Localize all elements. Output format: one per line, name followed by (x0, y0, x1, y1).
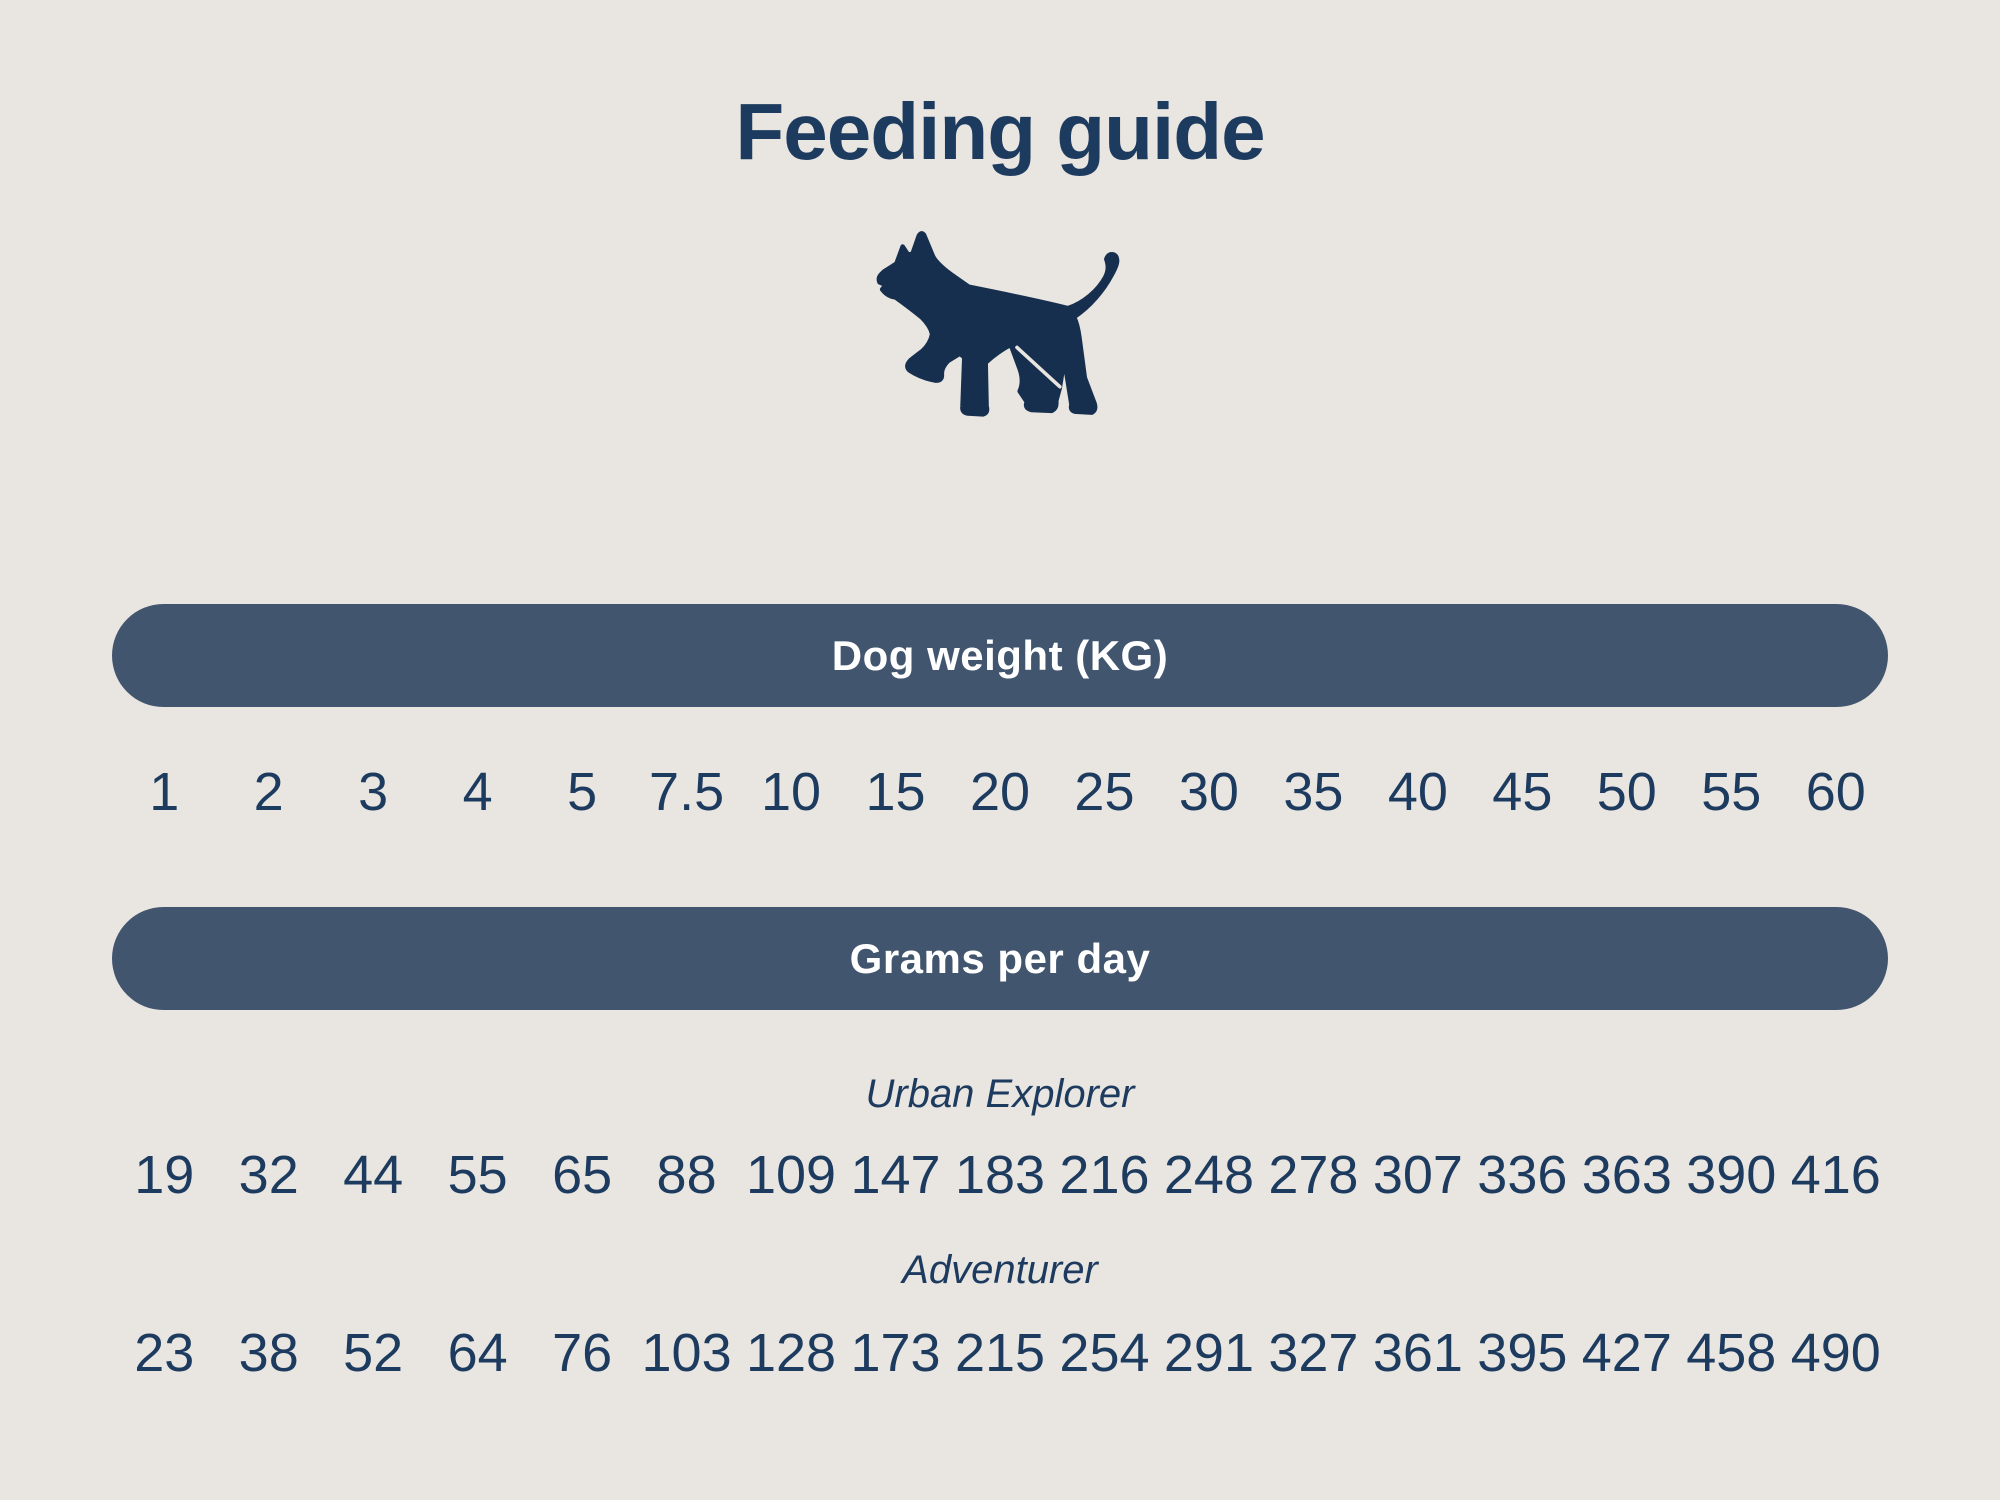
grams-value: 215 (954, 1323, 1046, 1383)
weight-value: 55 (1701, 762, 1762, 822)
weight-value: 2 (253, 762, 284, 822)
weight-value: 35 (1283, 762, 1344, 822)
grams-value: 427 (1581, 1323, 1672, 1383)
grams-value: 52 (343, 1323, 404, 1383)
grams-value: 173 (850, 1323, 941, 1383)
page-title: Feeding guide (735, 87, 1265, 176)
grams-value: 390 (1686, 1145, 1777, 1205)
grams-value: 32 (238, 1145, 299, 1205)
weights-row: 1 2 3 4 5 7.5 10 15 20 25 30 35 40 45 50… (112, 765, 1888, 819)
grams-value: 147 (850, 1145, 941, 1205)
weight-value: 50 (1596, 762, 1657, 822)
grams-value: 361 (1372, 1323, 1463, 1383)
weight-value: 20 (969, 762, 1031, 822)
series-label-urban-explorer: Urban Explorer (865, 1072, 1135, 1116)
grams-value: 76 (552, 1323, 613, 1383)
grams-value: 254 (1059, 1323, 1150, 1383)
grams-value: 19 (134, 1145, 195, 1205)
weight-value: 40 (1387, 762, 1448, 822)
grams-value: 307 (1372, 1145, 1463, 1205)
grams-value: 291 (1163, 1323, 1254, 1383)
grams-value: 88 (656, 1145, 717, 1205)
grams-value: 183 (954, 1145, 1046, 1205)
grams-value: 65 (552, 1145, 613, 1205)
grams-value: 23 (134, 1323, 195, 1383)
grams-value: 395 (1477, 1323, 1568, 1383)
weight-value: 1 (149, 762, 180, 822)
grams-value: 336 (1477, 1145, 1568, 1205)
weight-value: 45 (1492, 762, 1553, 822)
grams-value: 109 (745, 1145, 837, 1205)
urban-explorer-values-row: 19 32 44 55 65 88 109 147 183 216 248 27… (112, 1148, 1888, 1202)
weight-value: 3 (358, 762, 389, 822)
weight-value: 25 (1074, 762, 1135, 822)
weight-value: 7.5 (649, 762, 725, 822)
weight-value: 60 (1805, 762, 1866, 822)
weight-value: 5 (567, 762, 598, 822)
grams-value: 216 (1059, 1145, 1150, 1205)
grams-value: 278 (1268, 1145, 1359, 1205)
series-label-adventurer: Adventurer (902, 1248, 1098, 1292)
weight-value: 4 (462, 762, 493, 822)
grams-value: 38 (238, 1323, 299, 1383)
grams-value: 458 (1686, 1323, 1777, 1383)
adventurer-values-row: 23 38 52 64 76 103 128 173 215 254 291 3… (112, 1326, 1888, 1380)
grams-value: 248 (1163, 1145, 1254, 1205)
grams-value: 44 (343, 1145, 404, 1205)
weight-value: 10 (761, 762, 822, 822)
grams-per-day-banner: Grams per day (112, 907, 1888, 1010)
grams-value: 363 (1581, 1145, 1672, 1205)
dog-weight-banner: Dog weight (KG) (112, 604, 1888, 707)
weight-value: 30 (1178, 762, 1239, 822)
grams-value: 103 (641, 1323, 732, 1383)
grams-value: 490 (1790, 1323, 1881, 1383)
weight-value: 15 (865, 762, 926, 822)
grams-value: 327 (1268, 1323, 1359, 1383)
grams-value: 64 (447, 1323, 508, 1383)
dog-icon (876, 231, 1120, 417)
grams-value: 416 (1790, 1145, 1881, 1205)
grams-value: 55 (447, 1145, 508, 1205)
grams-value: 128 (745, 1323, 837, 1383)
